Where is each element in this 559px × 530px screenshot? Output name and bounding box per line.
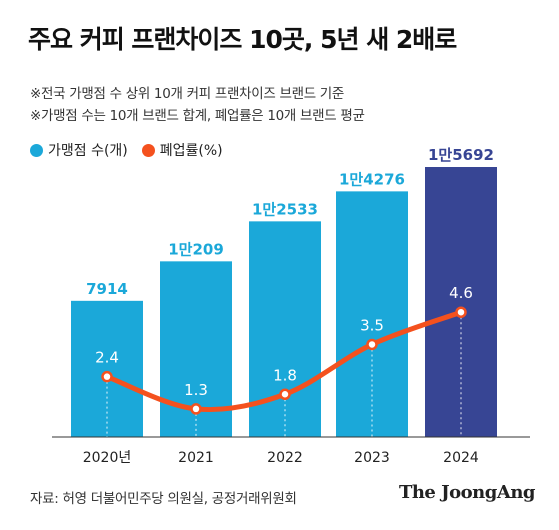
x-tick-label: 2020년: [83, 450, 132, 466]
legend-item-stores: 가맹점 수(개): [30, 140, 128, 160]
legend: 가맹점 수(개) 폐업률(%): [30, 140, 237, 160]
note-basis: ※전국 가맹점 수 상위 10개 커피 프랜차이즈 브랜드 기준: [30, 86, 345, 102]
x-tick-label: 2024: [443, 450, 479, 466]
closure-rate-point: [190, 403, 202, 415]
closure-rate-label: 3.5: [360, 316, 384, 334]
bar-5: [425, 167, 497, 437]
closure-rate-point: [455, 306, 467, 318]
note-definition: ※가맹점 수는 10개 브랜드 합계, 폐업률은 10개 브랜드 평균: [30, 108, 365, 124]
chart-title: 주요 커피 프랜차이즈 10곳, 5년 새 2배로: [28, 25, 457, 54]
bar-value-label: 1만5692: [428, 146, 494, 164]
closure-rate-label: 2.4: [95, 349, 119, 367]
x-tick-label: 2021: [178, 450, 214, 466]
bar-value-label: 1만4276: [339, 170, 405, 188]
publisher-logo: The JoongAng: [398, 482, 536, 503]
closure-rate-label: 1.8: [273, 366, 297, 384]
bar-1: [71, 300, 143, 437]
closure-rate-point: [279, 388, 291, 401]
closure-rate-label: 1.3: [184, 381, 208, 399]
legend-label-closure-rate: 폐업률(%): [159, 143, 223, 159]
closure-rate-point: [366, 338, 378, 351]
legend-dot-icon: [141, 143, 155, 157]
source-note: 자료: 허영 더불어민주당 의원실, 공정거래위원회: [30, 491, 297, 507]
legend-label-stores: 가맹점 수(개): [48, 143, 128, 159]
x-tick-label: 2023: [354, 450, 390, 466]
legend-item-closure-rate: 폐업률(%): [141, 140, 223, 160]
bar-value-label: 1만2533: [252, 200, 318, 218]
bar-value-label: 7914: [86, 280, 128, 298]
legend-dot-icon: [30, 143, 43, 157]
bar-value-label: 1만209: [168, 240, 224, 258]
closure-rate-label: 4.6: [449, 284, 473, 302]
closure-rate-point: [101, 370, 113, 383]
x-tick-label: 2022: [267, 450, 303, 466]
